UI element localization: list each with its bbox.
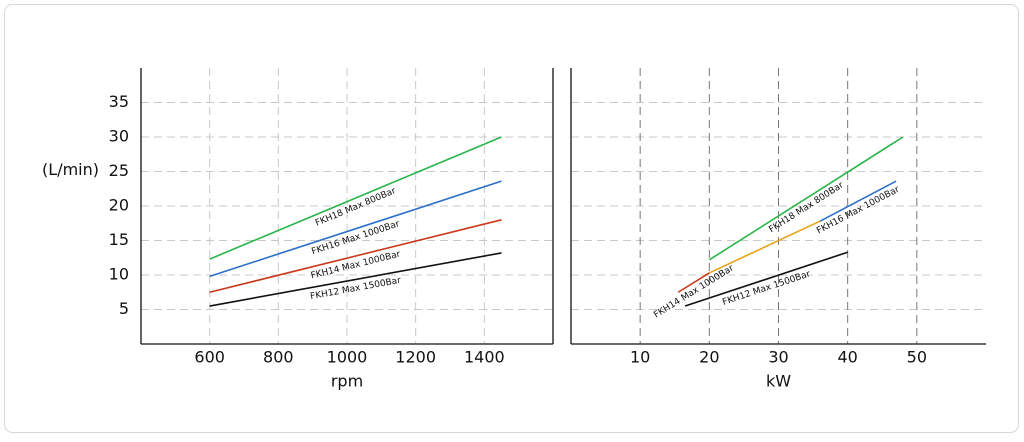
series-line (209, 136, 502, 260)
x-tick-label: 600 (194, 348, 225, 367)
y-tick-label: 10 (109, 265, 129, 284)
series-line (209, 180, 502, 278)
series-line (677, 272, 710, 293)
x-tick-label: 30 (768, 348, 788, 367)
y-tick-label: 15 (109, 230, 129, 249)
series-line (708, 136, 904, 261)
x-tick-label: 1000 (327, 348, 368, 367)
y-tick-label: 35 (109, 92, 129, 111)
x-tick-label: 10 (630, 348, 650, 367)
y-tick-label: 20 (109, 196, 129, 215)
y-tick-label: 30 (109, 127, 129, 146)
x-tick-label: 20 (699, 348, 719, 367)
series-line (209, 219, 502, 294)
y-tick-label: 5 (119, 299, 129, 318)
x-tick-label: 40 (837, 348, 857, 367)
y-tick-label: 25 (109, 161, 129, 180)
y-axis-label: (L/min) (42, 160, 99, 179)
series-line (708, 220, 821, 274)
series-line (819, 180, 897, 222)
x-tick-label: 1400 (464, 348, 505, 367)
x-tick-label: 800 (263, 348, 294, 367)
series-line (684, 251, 848, 307)
x-axis-label: kW (766, 372, 791, 391)
series-line (209, 252, 502, 307)
x-tick-label: 50 (907, 348, 927, 367)
card (4, 4, 1019, 433)
x-tick-label: 1200 (395, 348, 436, 367)
x-axis-label: rpm (331, 372, 363, 391)
